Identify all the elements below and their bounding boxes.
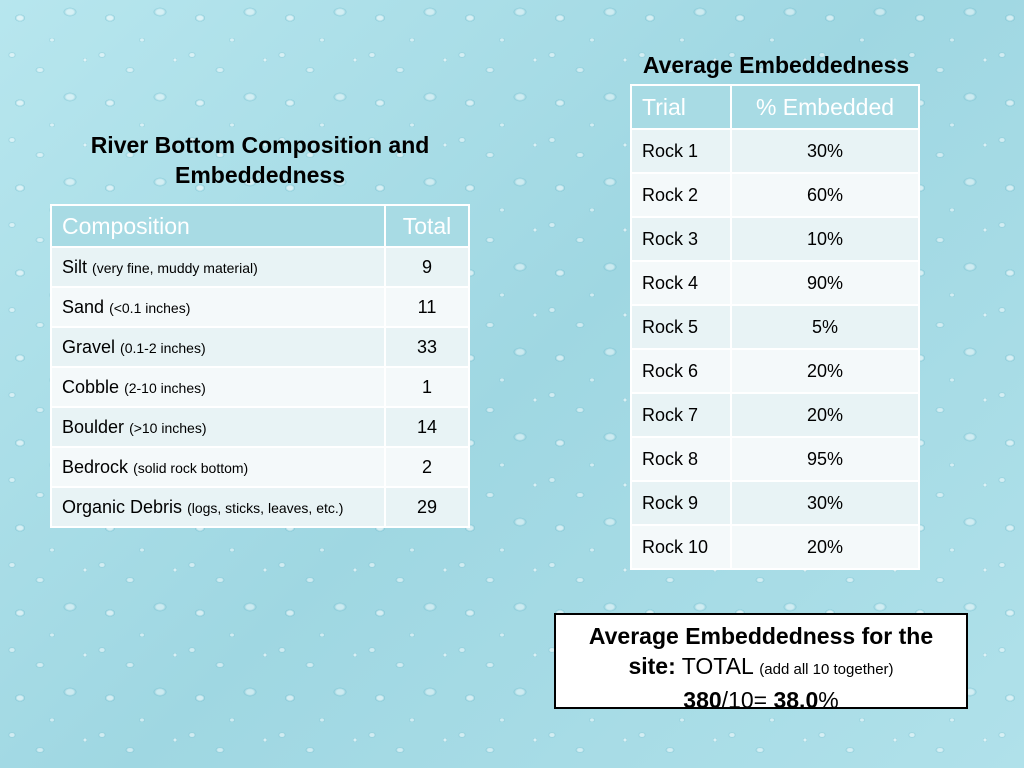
table-row: Rock 4 90% xyxy=(630,260,920,306)
summary-line-1: Average Embeddedness for the xyxy=(556,621,966,651)
table-row: Rock 1 30% xyxy=(630,128,920,174)
composition-cell: Organic Debris (logs, sticks, leaves, et… xyxy=(50,486,386,528)
total-cell: 1 xyxy=(384,366,470,408)
composition-desc: (logs, sticks, leaves, etc.) xyxy=(187,499,344,516)
percent-cell: 20% xyxy=(730,524,920,570)
summary-unit: % xyxy=(818,687,839,713)
total-cell: 14 xyxy=(384,406,470,448)
trial-cell: Rock 1 xyxy=(630,128,732,174)
table-row: Rock 2 60% xyxy=(630,172,920,218)
table-header-row: Trial % Embedded xyxy=(630,84,920,130)
composition-desc: (very fine, muddy material) xyxy=(92,259,258,276)
percent-cell: 5% xyxy=(730,304,920,350)
percent-cell: 60% xyxy=(730,172,920,218)
table-row: Rock 6 20% xyxy=(630,348,920,394)
table-row: Rock 5 5% xyxy=(630,304,920,350)
composition-name: Sand xyxy=(62,296,105,317)
summary-note: (add all 10 together) xyxy=(759,661,894,678)
table-row: Boulder (>10 inches) 14 xyxy=(50,406,470,448)
trial-cell: Rock 3 xyxy=(630,216,732,262)
summary-total-label: TOTAL xyxy=(681,653,753,679)
table-row: Rock 7 20% xyxy=(630,392,920,438)
trial-cell: Rock 9 xyxy=(630,480,732,526)
table-row: Sand (<0.1 inches) 11 xyxy=(50,286,470,328)
percent-cell: 20% xyxy=(730,392,920,438)
embeddedness-title: Average Embeddedness xyxy=(642,52,910,78)
trial-cell: Rock 10 xyxy=(630,524,732,570)
summary-result: 38.0 xyxy=(773,687,819,713)
total-cell: 33 xyxy=(384,326,470,368)
table-row: Rock 3 10% xyxy=(630,216,920,262)
summary-site-label: site: xyxy=(628,653,676,679)
trial-cell: Rock 8 xyxy=(630,436,732,482)
trial-cell: Rock 2 xyxy=(630,172,732,218)
composition-name: Gravel xyxy=(62,336,116,357)
table-row: Silt (very fine, muddy material) 9 xyxy=(50,246,470,288)
table-row: Cobble (2-10 inches) 1 xyxy=(50,366,470,408)
composition-table: Composition Total Silt (very fine, muddy… xyxy=(50,204,470,528)
total-cell: 11 xyxy=(384,286,470,328)
composition-desc: (>10 inches) xyxy=(129,419,207,436)
summary-sum: 380 xyxy=(683,687,722,713)
trial-cell: Rock 7 xyxy=(630,392,732,438)
table-header-row: Composition Total xyxy=(50,204,470,248)
trial-cell: Rock 5 xyxy=(630,304,732,350)
trial-cell: Rock 4 xyxy=(630,260,732,306)
column-header-trial: Trial xyxy=(630,84,732,130)
composition-cell: Gravel (0.1-2 inches) xyxy=(50,326,386,368)
composition-name: Boulder xyxy=(62,416,125,437)
table-row: Rock 8 95% xyxy=(630,436,920,482)
table-row: Rock 9 30% xyxy=(630,480,920,526)
composition-name: Cobble xyxy=(62,376,120,397)
column-header-embedded: % Embedded xyxy=(730,84,920,130)
percent-cell: 30% xyxy=(730,128,920,174)
composition-cell: Silt (very fine, muddy material) xyxy=(50,246,386,288)
total-cell: 9 xyxy=(384,246,470,288)
composition-cell: Cobble (2-10 inches) xyxy=(50,366,386,408)
table-row: Rock 10 20% xyxy=(630,524,920,570)
composition-name: Silt xyxy=(62,256,88,277)
column-header-composition: Composition xyxy=(50,204,386,248)
composition-title: River Bottom Composition and Embeddednes… xyxy=(90,132,430,188)
percent-cell: 30% xyxy=(730,480,920,526)
column-header-total: Total xyxy=(384,204,470,248)
summary-line-3: 380/10= 38.0% xyxy=(556,685,966,715)
composition-cell: Sand (<0.1 inches) xyxy=(50,286,386,328)
composition-desc: (0.1-2 inches) xyxy=(120,339,206,356)
percent-cell: 90% xyxy=(730,260,920,306)
composition-cell: Boulder (>10 inches) xyxy=(50,406,386,448)
summary-heading: Average Embeddedness for the xyxy=(588,623,934,649)
percent-cell: 95% xyxy=(730,436,920,482)
table-row: Gravel (0.1-2 inches) 33 xyxy=(50,326,470,368)
total-cell: 2 xyxy=(384,446,470,488)
composition-cell: Bedrock (solid rock bottom) xyxy=(50,446,386,488)
total-cell: 29 xyxy=(384,486,470,528)
composition-name: Bedrock xyxy=(62,456,129,477)
composition-desc: (<0.1 inches) xyxy=(109,299,191,316)
composition-name: Organic Debris xyxy=(62,496,183,517)
table-row: Bedrock (solid rock bottom) 2 xyxy=(50,446,470,488)
composition-desc: (2-10 inches) xyxy=(124,379,206,396)
percent-cell: 20% xyxy=(730,348,920,394)
percent-cell: 10% xyxy=(730,216,920,262)
embeddedness-table: Trial % Embedded Rock 1 30% Rock 2 60% Roc… xyxy=(630,84,920,570)
summary-box: Average Embeddedness for the site: TOTAL… xyxy=(554,613,968,713)
summary-line-2: site: TOTAL (add all 10 together) xyxy=(556,651,966,685)
composition-desc: (solid rock bottom) xyxy=(133,459,249,476)
summary-divisor: /10= xyxy=(721,687,768,713)
trial-cell: Rock 6 xyxy=(630,348,732,394)
table-row: Organic Debris (logs, sticks, leaves, et… xyxy=(50,486,470,528)
